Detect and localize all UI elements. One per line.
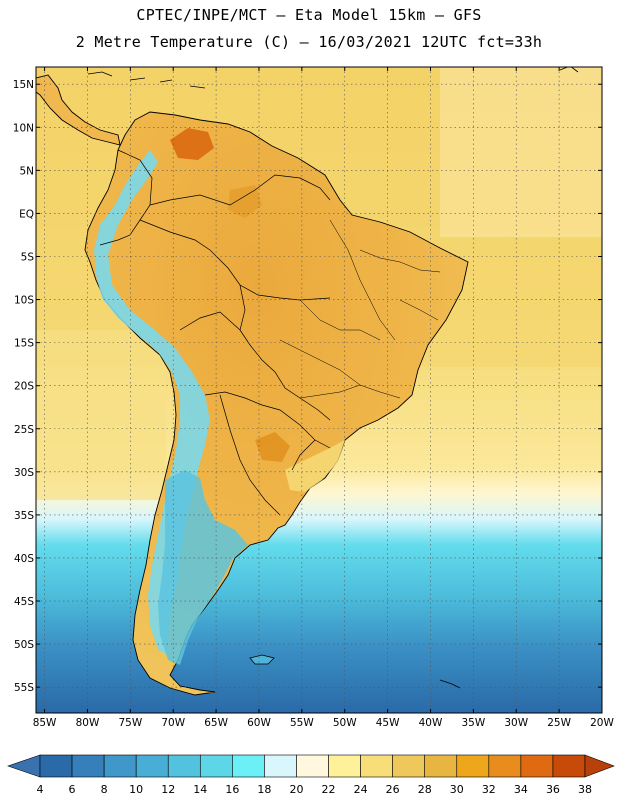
- lon-label: 40W: [419, 717, 443, 729]
- map-plot-area: 15N 10N 5N EQ 5S 10S 15S 20S 25S 30S 35S 40S 45S 50S 5…: [13, 66, 614, 729]
- colorbar-label: 12: [161, 783, 175, 796]
- patagonia-cool-region: [158, 470, 248, 665]
- lon-label: 70W: [161, 717, 185, 729]
- lon-label: 20W: [590, 717, 614, 729]
- map-title-line-1: CPTEC/INPE/MCT – Eta Model 15km – GFS: [136, 6, 482, 24]
- central-america-land: [36, 74, 121, 146]
- colorbar-swatch: [328, 754, 361, 778]
- colorbar-swatch: [456, 754, 490, 778]
- temperature-colorbar: 4 6 8 10 12 14 16 18 20 22 24 26 28 30 32 34 36 38: [7, 754, 615, 796]
- lat-label: 10N: [13, 122, 34, 134]
- lon-label: 85W: [33, 717, 57, 729]
- caribbean-islands: [87, 67, 579, 89]
- lat-label: 45S: [14, 596, 34, 608]
- lat-label: EQ: [19, 208, 34, 220]
- colorbar-label: 32: [482, 783, 496, 796]
- atlantic-cooler-patch: [440, 67, 602, 237]
- colorbar-label: 6: [69, 783, 76, 796]
- colorbar-label: 20: [289, 783, 303, 796]
- colorbar-swatch: [392, 754, 426, 778]
- colorbar-label: 36: [546, 783, 560, 796]
- map-title-line-2: 2 Metre Temperature (C) – 16/03/2021 12U…: [75, 33, 543, 51]
- colorbar-label: 14: [193, 783, 207, 796]
- colorbar-swatch: [296, 754, 329, 778]
- lat-label: 55S: [14, 682, 34, 694]
- lat-label: 20S: [14, 381, 34, 393]
- colorbar-label: 26: [386, 783, 400, 796]
- lat-label: 50S: [14, 639, 34, 651]
- lon-label: 45W: [376, 717, 400, 729]
- lon-label: 25W: [547, 717, 571, 729]
- lat-label: 5S: [21, 251, 35, 263]
- colorbar-label: 16: [225, 783, 239, 796]
- hot-spot-amazon: [228, 185, 262, 218]
- colorbar-low-arrow: [7, 754, 41, 778]
- pacific-band: [36, 330, 166, 500]
- colorbar-swatch: [488, 754, 522, 778]
- southern-brazil-yellow: [285, 440, 345, 492]
- colorbar-label: 34: [514, 783, 528, 796]
- colorbar-label: 38: [578, 783, 592, 796]
- lon-label: 55W: [290, 717, 314, 729]
- colorbar-label: 22: [322, 783, 336, 796]
- falkland-islands: [249, 654, 275, 665]
- colorbar-label: 4: [37, 783, 44, 796]
- lon-label: 80W: [76, 717, 100, 729]
- lat-label: 30S: [14, 467, 34, 479]
- colorbar-swatch: [520, 754, 554, 778]
- longitude-axis: 85W 80W 75W 70W 65W 60W 55W 50W 45W 40W 35W 30W 25W 2…: [33, 67, 614, 729]
- lat-label: 40S: [14, 553, 34, 565]
- colorbar-high-arrow: [584, 754, 615, 778]
- colorbar-swatch: [167, 754, 201, 778]
- colorbar-swatch: [103, 754, 137, 778]
- colorbar-swatch: [199, 754, 233, 778]
- hot-spot-chaco: [255, 432, 290, 462]
- colorbar-swatch: [71, 754, 105, 778]
- state-borders: [279, 219, 441, 399]
- colorbar-label: 24: [354, 783, 368, 796]
- lat-label: 35S: [14, 510, 34, 522]
- colorbar-swatch: [232, 754, 265, 778]
- colorbar-swatch: [424, 754, 458, 778]
- colorbar-swatch: [360, 754, 393, 778]
- south-georgia: [439, 679, 461, 689]
- colorbar-swatch: [264, 754, 297, 778]
- lat-label: 15N: [13, 79, 34, 91]
- colorbar-label: 10: [129, 783, 143, 796]
- lon-label: 60W: [247, 717, 271, 729]
- lon-label: 50W: [333, 717, 357, 729]
- lon-label: 35W: [461, 717, 485, 729]
- colorbar-swatch: [552, 754, 586, 778]
- colorbar-swatch: [135, 754, 169, 778]
- latitude-axis: 15N 10N 5N EQ 5S 10S 15S 20S 25S 30S 35S 40S 45S 50S 5…: [13, 79, 602, 694]
- lon-label: 30W: [504, 717, 528, 729]
- lat-label: 10S: [14, 295, 34, 307]
- colorbar-label: 28: [418, 783, 432, 796]
- colorbar-label: 30: [450, 783, 464, 796]
- colorbar-label: 18: [257, 783, 271, 796]
- lat-label: 5N: [19, 165, 34, 177]
- colorbar-label: 8: [101, 783, 108, 796]
- lon-label: 75W: [118, 717, 142, 729]
- country-borders: [99, 149, 331, 516]
- lat-label: 15S: [14, 338, 34, 350]
- colorbar-swatch: [39, 754, 73, 778]
- map-frame: [35, 66, 603, 714]
- hot-spot-venezuela: [170, 128, 214, 160]
- lat-label: 25S: [14, 424, 34, 436]
- lon-label: 65W: [204, 717, 228, 729]
